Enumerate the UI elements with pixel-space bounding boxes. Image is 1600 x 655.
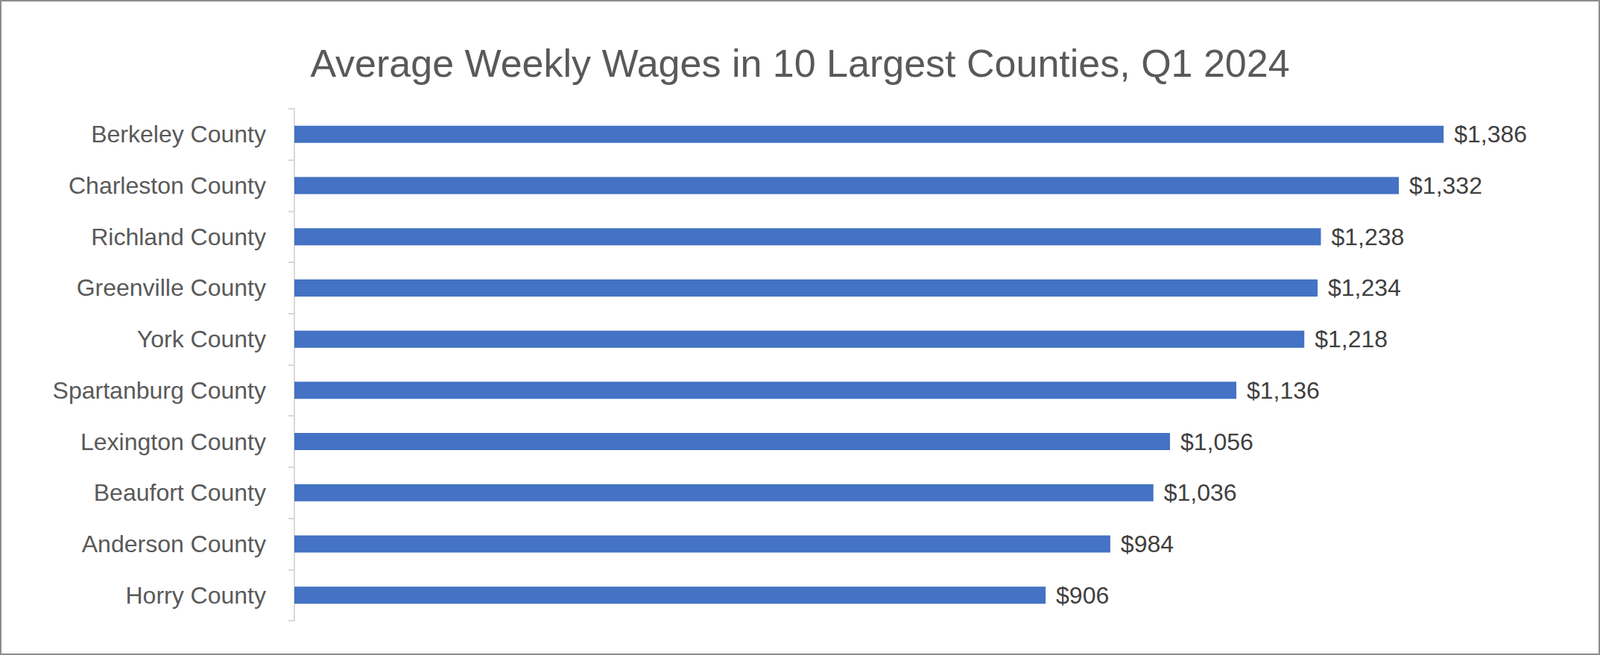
svg-text:$1,332: $1,332 [1409, 172, 1483, 199]
svg-text:$1,136: $1,136 [1246, 377, 1320, 404]
svg-text:Richland County: Richland County [90, 223, 267, 251]
svg-text:$1,218: $1,218 [1314, 325, 1388, 353]
svg-text:$1,238: $1,238 [1330, 223, 1405, 251]
svg-text:$984: $984 [1120, 530, 1174, 558]
svg-text:$1,234: $1,234 [1327, 274, 1402, 302]
svg-text:Beaufort County: Beaufort County [93, 479, 267, 507]
svg-text:Average Weekly Wages in 10 Lar: Average Weekly Wages in 10 Largest Count… [310, 41, 1290, 85]
svg-text:$1,386: $1,386 [1453, 120, 1527, 148]
svg-text:Greenville County: Greenville County [76, 274, 267, 302]
svg-text:$906: $906 [1055, 582, 1109, 609]
svg-text:Lexington County: Lexington County [80, 428, 267, 456]
svg-text:$1,056: $1,056 [1180, 428, 1254, 456]
svg-text:$1,036: $1,036 [1164, 479, 1238, 507]
svg-text:Anderson County: Anderson County [81, 530, 267, 558]
svg-text:Berkeley County: Berkeley County [90, 120, 267, 148]
svg-text:Charleston County: Charleston County [68, 172, 267, 199]
svg-text:Horry County: Horry County [125, 582, 267, 609]
svg-text:Spartanburg County: Spartanburg County [52, 377, 267, 404]
svg-text:York County: York County [137, 325, 267, 353]
